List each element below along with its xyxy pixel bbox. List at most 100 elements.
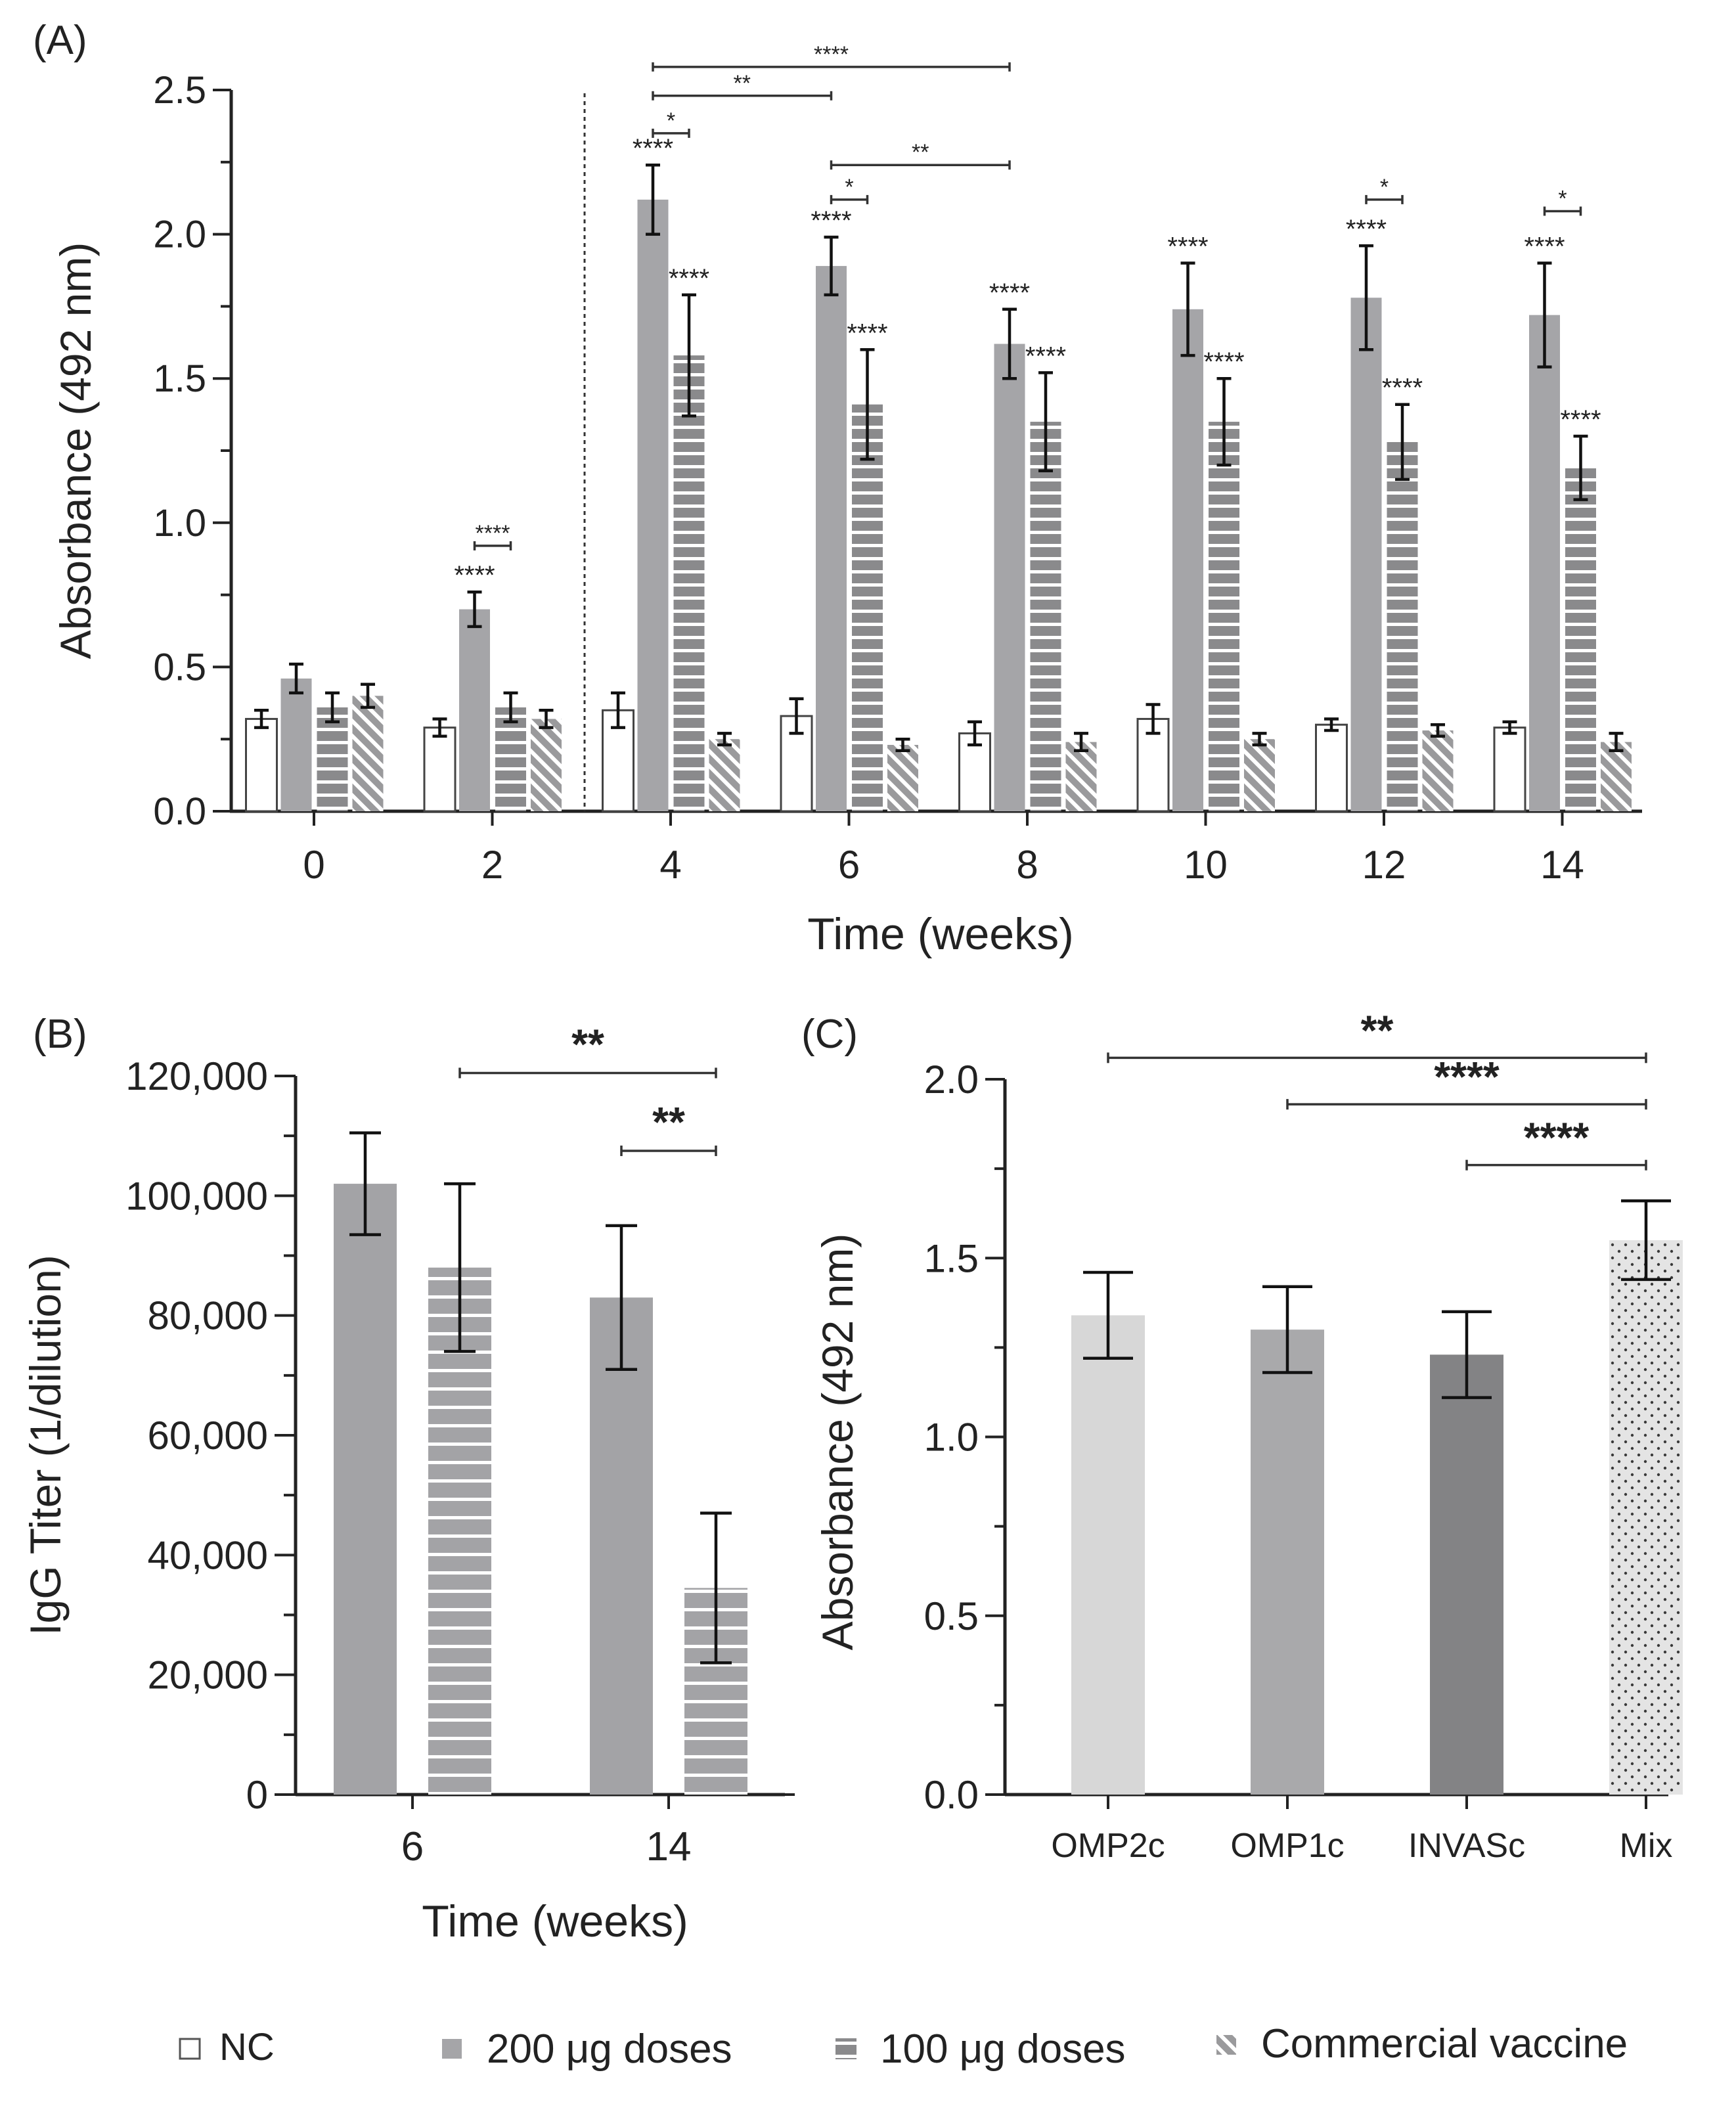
panel-a-bar-commercial-week-8 [1065, 742, 1097, 811]
panel-a-bar-dose200-week-0 [280, 678, 312, 811]
panel-a-bar-commercial-week-4 [709, 739, 740, 811]
panel-a-bar-dose100-week-12 [1387, 441, 1418, 811]
panel-c-error-bar [1262, 1285, 1312, 1374]
panel-a-bar-nc-week-0 [245, 717, 278, 813]
panel-c-y-label: Absorbance (492 nm) [813, 1234, 862, 1651]
panel-a-comparison-stars: **** [476, 521, 510, 546]
panel-c-comparison-bracket [1465, 1159, 1647, 1171]
panel-a-label: (A) [33, 18, 87, 63]
panel-a-error-bar [1324, 717, 1339, 732]
panel-a-comparison-stars: * [845, 175, 853, 200]
panel-c-comparison-bracket [1107, 1052, 1647, 1063]
panel-a-error-bar [539, 709, 554, 729]
panel-b-x-tick-label: 14 [646, 1824, 692, 1869]
panel-a-bar-dose100-week-14 [1565, 468, 1596, 811]
legend-label-100: 100 μg doses [880, 2026, 1126, 2072]
panel-c-comparison-stars: **** [1434, 1053, 1500, 1100]
panel-a-error-bar [1180, 261, 1195, 357]
panel-a-comparison-bracket [652, 62, 1011, 72]
panel-a-bar-dose200-week-6 [816, 265, 847, 811]
panel-b-error-bar [700, 1511, 732, 1665]
panel-a-x-label: Time (weeks) [807, 909, 1074, 959]
panel-a-bar-commercial-week-2 [531, 719, 562, 811]
panel-a-error-bar [1074, 732, 1088, 753]
panel-a-error-bar [968, 720, 982, 747]
panel-b-y-tick-label: 100,000 [125, 1174, 268, 1218]
panel-a-error-bar [503, 691, 518, 724]
panel-a-comparison-stars: ** [912, 140, 929, 165]
panel-a-error-bar [611, 691, 625, 729]
panel-b-y-tick-label: 60,000 [147, 1414, 268, 1458]
panel-a-bar-dose200-week-8 [994, 344, 1025, 811]
panel-c-y-tick-label: 1.0 [924, 1416, 979, 1460]
panel-a-comparison-stars: ** [734, 71, 751, 96]
legend-label-commercial: Commercial vaccine [1261, 2021, 1628, 2067]
panel-a-significance-stars: **** [1167, 233, 1208, 261]
panel-a-bar-dose100-week-2 [495, 707, 526, 811]
panel-b-y-tick-label: 0 [246, 1773, 268, 1817]
panel-a-error-bar [432, 717, 447, 738]
panel-a-significance-stars: **** [1382, 374, 1423, 403]
panel-a: 0.00.51.01.52.02.5 0 2 4 6 8 10 12 14 *********… [51, 42, 1642, 959]
panel-a-bar-dose200-week-10 [1172, 309, 1203, 811]
panel-b-error-bar [444, 1182, 476, 1353]
panel-a-error-bar [1359, 244, 1373, 351]
panel-a-x-tick-label: 4 [659, 843, 681, 887]
panel-c-x-tick-label: OMP2c [1051, 1827, 1165, 1865]
panel-a-bar-dose200-week-2 [459, 609, 490, 811]
panel-a-x-tick-label: 2 [481, 843, 503, 887]
panel-a-x-tick-label: 12 [1362, 843, 1406, 887]
panel-a-y-tick-label: 0.0 [153, 790, 206, 833]
panel-a-error-bar [1431, 723, 1445, 738]
panel-a-y-tick-label: 1.0 [153, 502, 206, 545]
panel-a-error-bar [1573, 434, 1588, 501]
panel-a-bar-nc-week-2 [423, 727, 456, 813]
panel-c-comparison-stars: ** [1361, 1006, 1394, 1054]
panel-c-comparison-stars: **** [1524, 1114, 1590, 1161]
panel-a-bar-commercial-week-0 [352, 696, 384, 811]
panel-a-bar-commercial-week-12 [1422, 730, 1454, 811]
panel-a-bar-dose100-week-10 [1209, 422, 1239, 811]
panel-c-x-tick-label: Mix [1620, 1827, 1673, 1865]
panel-a-y-tick-label: 2.5 [153, 69, 206, 112]
panel-a-bar-dose200-week-14 [1529, 315, 1560, 811]
panel-a-error-bar [824, 235, 839, 297]
panel-a-error-bar [1038, 371, 1053, 472]
panel-c-error-bar [1083, 1270, 1133, 1360]
panel-a-comparison-stars: **** [814, 42, 849, 67]
panel-c-y-tick-label: 0.5 [924, 1594, 979, 1638]
panel-a-significance-stars: **** [847, 319, 887, 347]
panel-a-error-bar [289, 662, 303, 695]
panel-a-error-bar [361, 682, 375, 709]
panel-a-significance-stars: **** [454, 561, 495, 590]
panel-b-bar-dose200-week-14 [590, 1297, 653, 1795]
panel-a-error-bar [1537, 261, 1552, 369]
panel-a-y-tick-label: 2.0 [153, 213, 206, 256]
panel-a-error-bar [325, 691, 340, 724]
panel-c: 0.00.51.01.52.0 OMP2c OMP1c INVASc Mix ****… [813, 1006, 1683, 1865]
panel-a-bar-dose100-week-0 [317, 707, 348, 811]
panel-a-x-tick-label: 10 [1184, 843, 1228, 887]
panel-c-error-bar [1442, 1310, 1492, 1399]
panel-a-comparison-stars: * [667, 108, 675, 133]
panel-b-bar-dose100-week-6 [428, 1267, 491, 1795]
panel-b-comparison-bracket [458, 1067, 717, 1079]
legend-swatch-100 [835, 2038, 857, 2059]
panel-c-label: (C) [801, 1012, 858, 1057]
panel-a-bar-nc-week-12 [1315, 723, 1348, 813]
panel-b-error-bar [606, 1224, 637, 1371]
panel-a-error-bar [1502, 720, 1517, 735]
panel-c-x-tick-label: INVASc [1408, 1827, 1525, 1865]
panel-c-bar-mix [1609, 1240, 1683, 1795]
panel-b-y-tick-label: 120,000 [125, 1054, 268, 1098]
panel-a-error-bar [1146, 703, 1161, 735]
panel-b-x-label: Time (weeks) [422, 1896, 688, 1946]
panel-a-error-bar [1395, 403, 1410, 481]
panel-a-comparison-bracket [830, 160, 1011, 170]
panel-b-bar-dose200-week-6 [334, 1184, 397, 1795]
panel-c-y-tick-label: 0.0 [924, 1773, 979, 1817]
panel-a-x-tick-label: 14 [1540, 843, 1584, 887]
panel-b-y-label: IgG Titer (1/dilution) [21, 1255, 70, 1636]
panel-b-x-tick-label: 6 [401, 1824, 424, 1869]
panel-a-bar-commercial-week-14 [1601, 742, 1632, 811]
